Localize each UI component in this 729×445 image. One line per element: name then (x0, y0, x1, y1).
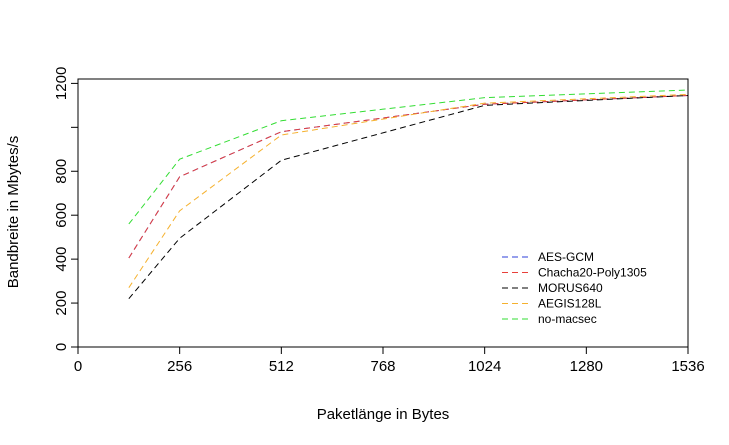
x-tick-label: 1024 (468, 358, 501, 375)
x-tick-label: 0 (74, 358, 82, 375)
y-axis-title: Bandbreite in Mbytes/s (5, 136, 22, 289)
series-line-aes-gcm (128, 94, 689, 259)
series-lines (128, 89, 689, 299)
y-tick-label: 0 (53, 343, 70, 351)
legend-label: MORUS640 (538, 281, 603, 295)
legend-label: Chacha20-Poly1305 (538, 266, 647, 280)
y-axis: 0 200 400 600 800 1200 (53, 67, 78, 351)
y-tick-label: 400 (53, 247, 70, 272)
y-tick-label: 200 (53, 291, 70, 316)
x-axis-title: Paketlänge in Bytes (317, 406, 450, 423)
x-axis: 0 256 512 768 1024 1280 1536 (74, 347, 705, 375)
x-tick-label: 1536 (671, 358, 704, 375)
legend-label: AEGIS128L (538, 297, 602, 311)
y-tick-label: 800 (53, 159, 70, 184)
y-tick-label: 1200 (53, 67, 70, 100)
x-tick-label: 1280 (570, 358, 603, 375)
x-tick-label: 512 (269, 358, 294, 375)
y-tick-label: 600 (53, 203, 70, 228)
series-line-morus640 (128, 94, 689, 299)
series-line-aegis128l (128, 93, 689, 288)
legend-label: AES-GCM (538, 250, 594, 264)
x-tick-label: 256 (167, 358, 192, 375)
series-line-chacha20-poly1305 (128, 94, 689, 259)
x-tick-label: 768 (370, 358, 395, 375)
legend-label: no-macsec (538, 312, 597, 326)
series-line-no-macsec (128, 89, 689, 225)
